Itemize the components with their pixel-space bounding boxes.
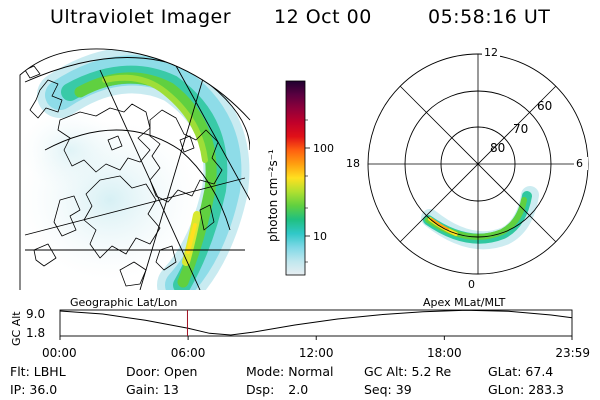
info-mode: Mode: Normal bbox=[246, 364, 334, 379]
right-panel-caption: Apex MLat/MLT bbox=[423, 296, 506, 309]
info-door: Door: Open bbox=[126, 364, 198, 379]
mlt-label-6: 6 bbox=[576, 157, 583, 170]
left-panel-caption: Geographic Lat/Lon bbox=[70, 296, 177, 309]
info-seq: Seq: 39 bbox=[364, 382, 412, 397]
info-dsp: Dsp: 2.0 bbox=[246, 382, 309, 397]
mlt-label-18: 18 bbox=[346, 157, 360, 170]
info-glon: GLon: 283.3 bbox=[488, 382, 564, 397]
info-gc-alt: GC Alt: 5.2 Re bbox=[364, 364, 452, 379]
lat-label-80: 80 bbox=[490, 141, 505, 155]
altitude-xtick-label: 12:00 bbox=[299, 346, 334, 360]
altitude-xtick-label: 00:00 bbox=[42, 346, 77, 360]
observation-time: 05:58:16 UT bbox=[428, 6, 551, 28]
altitude-xtick-label: 23:59 bbox=[555, 346, 590, 360]
altitude-ytick-max: 9.0 bbox=[26, 307, 45, 321]
info-gain: Gain: 13 bbox=[126, 382, 179, 397]
colorbar-tick-10: 10 bbox=[313, 230, 327, 243]
info-filter: Flt: LBHL bbox=[10, 364, 66, 379]
lat-label-70: 70 bbox=[513, 122, 528, 136]
info-ip: IP: 36.0 bbox=[10, 382, 58, 397]
info-glat: GLat: 67.4 bbox=[488, 364, 554, 379]
colorbar-unit-label: photon cm⁻²s⁻¹ bbox=[266, 149, 280, 242]
altitude-timeline: Geographic Lat/Lon Apex MLat/MLT GC Alt … bbox=[10, 296, 590, 360]
app-title: Ultraviolet Imager bbox=[50, 6, 232, 28]
mlt-label-12: 12 bbox=[484, 46, 498, 59]
altitude-xtick-label: 18:00 bbox=[427, 346, 462, 360]
altitude-curve bbox=[59, 309, 573, 336]
mlt-label-0: 0 bbox=[468, 278, 475, 291]
altitude-ytick-min: 1.8 bbox=[26, 326, 45, 340]
colorbar-tick-100: 100 bbox=[313, 142, 334, 155]
altitude-plot-frame bbox=[59, 309, 573, 337]
observation-date: 12 Oct 00 bbox=[274, 6, 372, 28]
geographic-image-panel bbox=[19, 48, 251, 290]
altitude-ylabel: GC Alt bbox=[10, 311, 23, 346]
apex-polar-panel: 12 18 6 0 60 70 80 bbox=[344, 46, 589, 291]
altitude-xtick-label: 06:00 bbox=[171, 346, 206, 360]
intensity-colorbar: 100 10 photon cm⁻²s⁻¹ bbox=[266, 80, 334, 276]
lat-label-60: 60 bbox=[537, 99, 552, 113]
altitude-xticks: 00:00 06:00 12:00 18:00 23:59 bbox=[42, 336, 590, 360]
